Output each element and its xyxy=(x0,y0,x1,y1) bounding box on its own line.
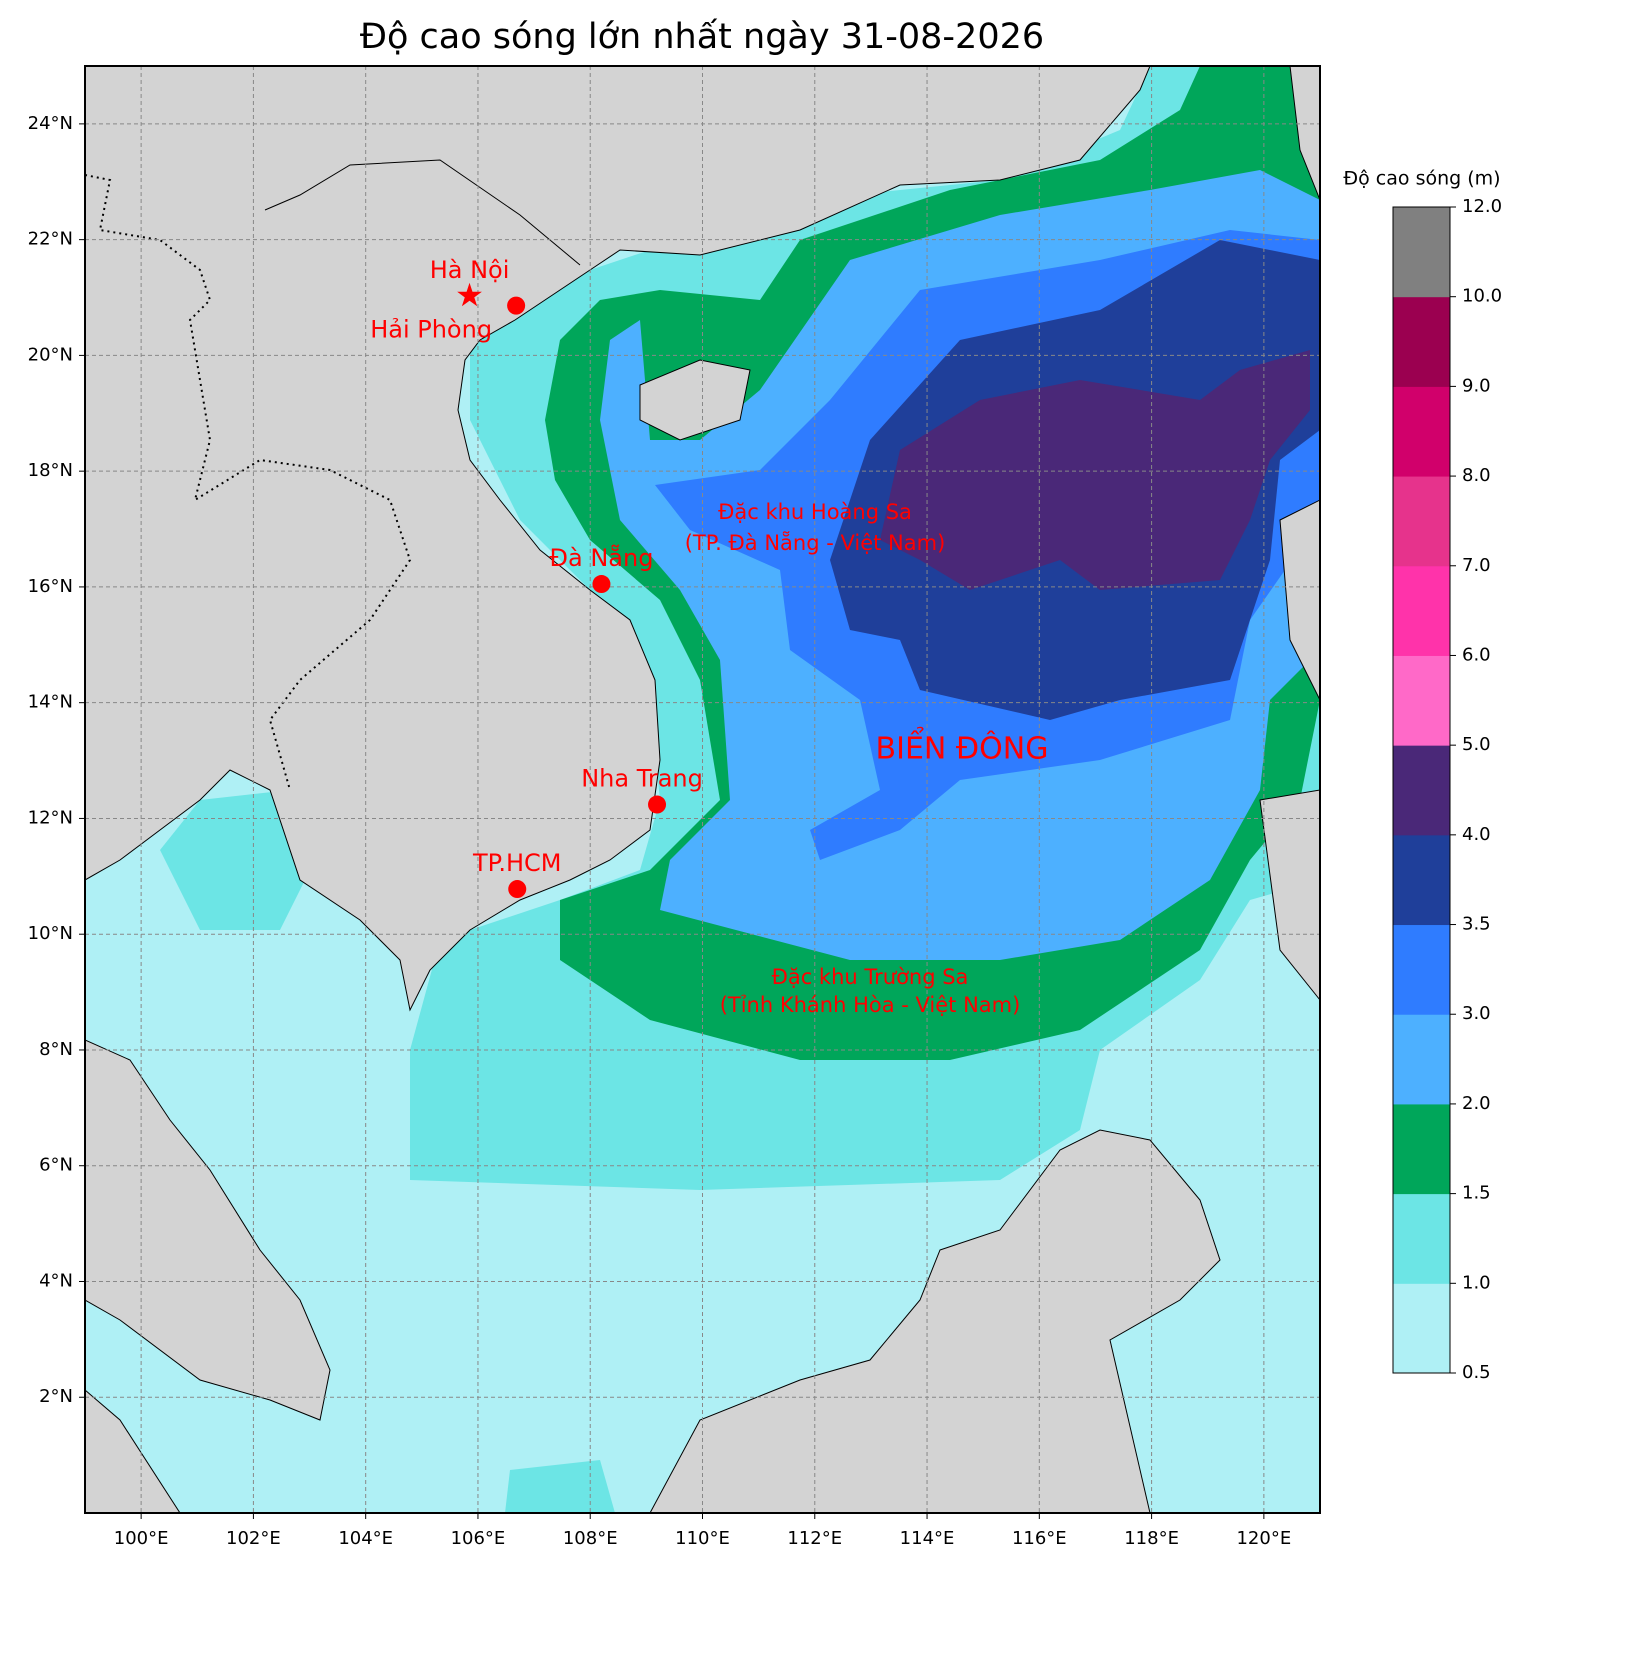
wave-region xyxy=(880,350,1310,590)
city-marker xyxy=(457,282,482,307)
x-tick-label: 104°E xyxy=(338,1528,393,1549)
wave-region xyxy=(160,790,310,930)
colorbar-segment xyxy=(1393,1283,1450,1374)
colorbar-tick-label: 1.5 xyxy=(1462,1183,1491,1204)
colorbar-segment xyxy=(1393,386,1450,477)
border xyxy=(264,159,581,266)
annotation: Đặc khu Trường Sa xyxy=(772,965,969,989)
city-label: Đà Nẵng xyxy=(549,543,653,572)
y-tick-label: 12°N xyxy=(28,807,73,828)
land xyxy=(639,359,751,441)
colorbar-tick-label: 12.0 xyxy=(1462,196,1502,217)
land xyxy=(85,1389,181,1513)
city-marker xyxy=(508,880,527,899)
colorbar-label: Độ cao sóng (m) xyxy=(1343,168,1500,190)
colorbar-tick-label: 2.0 xyxy=(1462,1093,1491,1114)
colorbar-segment xyxy=(1393,1103,1450,1195)
colorbar-tick-label: 3.5 xyxy=(1462,914,1491,935)
land xyxy=(649,1129,1221,1513)
x-tick-label: 102°E xyxy=(226,1528,281,1549)
annotation: BIỂN ĐÔNG xyxy=(876,726,1049,767)
colorbar-segment xyxy=(1393,924,1450,1015)
colorbar-frame xyxy=(1392,206,1451,1374)
colorbar-tick-label: 10.0 xyxy=(1462,286,1502,307)
colorbar-tick-label: 5.0 xyxy=(1462,734,1491,755)
colorbar-segment xyxy=(1393,1193,1450,1284)
colorbar-tick-label: 0.5 xyxy=(1462,1362,1491,1383)
annotation: Đặc khu Hoàng Sa xyxy=(718,500,912,524)
y-tick-label: 16°N xyxy=(28,576,73,597)
colorbar-tick-label: 7.0 xyxy=(1462,555,1491,576)
y-tick-label: 24°N xyxy=(28,113,73,134)
y-tick-label: 14°N xyxy=(28,692,73,713)
land xyxy=(1279,499,1320,701)
x-tick-label: 100°E xyxy=(114,1528,169,1549)
y-tick-label: 6°N xyxy=(39,1155,73,1176)
colorbar-segment xyxy=(1393,834,1450,926)
x-tick-label: 108°E xyxy=(563,1528,618,1549)
map-title: Độ cao sóng lớn nhất ngày 31-08-2026 xyxy=(360,17,1044,57)
annotation: (Tỉnh Khánh Hòa - Việt Nam) xyxy=(720,993,1021,1017)
colorbar-segment xyxy=(1393,745,1450,836)
y-tick-label: 8°N xyxy=(39,1039,73,1060)
land xyxy=(85,1039,331,1421)
x-tick-label: 120°E xyxy=(1236,1528,1291,1549)
colorbar-segment xyxy=(1393,565,1450,656)
colorbar-segment xyxy=(1393,1014,1450,1105)
x-tick-label: 112°E xyxy=(787,1528,842,1549)
colorbar-segment xyxy=(1393,476,1450,567)
land xyxy=(1259,789,1320,1001)
colorbar-tick-label: 1.0 xyxy=(1462,1272,1491,1293)
colorbar-tick-label: 6.0 xyxy=(1462,644,1491,665)
city-marker xyxy=(507,296,526,315)
x-tick-label: 106°E xyxy=(451,1528,506,1549)
colorbar-segment xyxy=(1393,207,1450,298)
land xyxy=(85,66,1151,1012)
colorbar-tick-label: 4.0 xyxy=(1462,824,1491,845)
x-tick-label: 116°E xyxy=(1012,1528,1067,1549)
y-tick-label: 22°N xyxy=(28,229,73,250)
annotation: (TP. Đà Nẵng - Việt Nam) xyxy=(685,530,946,555)
land xyxy=(1289,66,1320,201)
y-tick-label: 4°N xyxy=(39,1270,73,1291)
plot-area xyxy=(85,66,1320,1513)
city-label: Hà Nội xyxy=(430,256,510,284)
city-label: Nha Trang xyxy=(581,765,703,793)
colorbar-tick-label: 9.0 xyxy=(1462,375,1491,396)
colorbar-segment xyxy=(1393,655,1450,746)
city-marker xyxy=(648,795,667,814)
y-tick-label: 18°N xyxy=(28,460,73,481)
x-tick-label: 114°E xyxy=(900,1528,955,1549)
city-marker xyxy=(592,575,611,594)
y-tick-label: 20°N xyxy=(28,344,73,365)
y-tick-label: 2°N xyxy=(39,1386,73,1407)
city-label: TP.HCM xyxy=(472,849,562,877)
city-label: Hải Phòng xyxy=(370,316,492,344)
x-tick-label: 118°E xyxy=(1124,1528,1179,1549)
colorbar-tick-label: 3.0 xyxy=(1462,1003,1491,1024)
wave-region xyxy=(505,1460,615,1513)
y-tick-label: 10°N xyxy=(28,923,73,944)
border xyxy=(85,174,412,791)
colorbar-segment xyxy=(1393,296,1450,387)
x-tick-label: 110°E xyxy=(675,1528,730,1549)
colorbar-tick-label: 8.0 xyxy=(1462,465,1491,486)
